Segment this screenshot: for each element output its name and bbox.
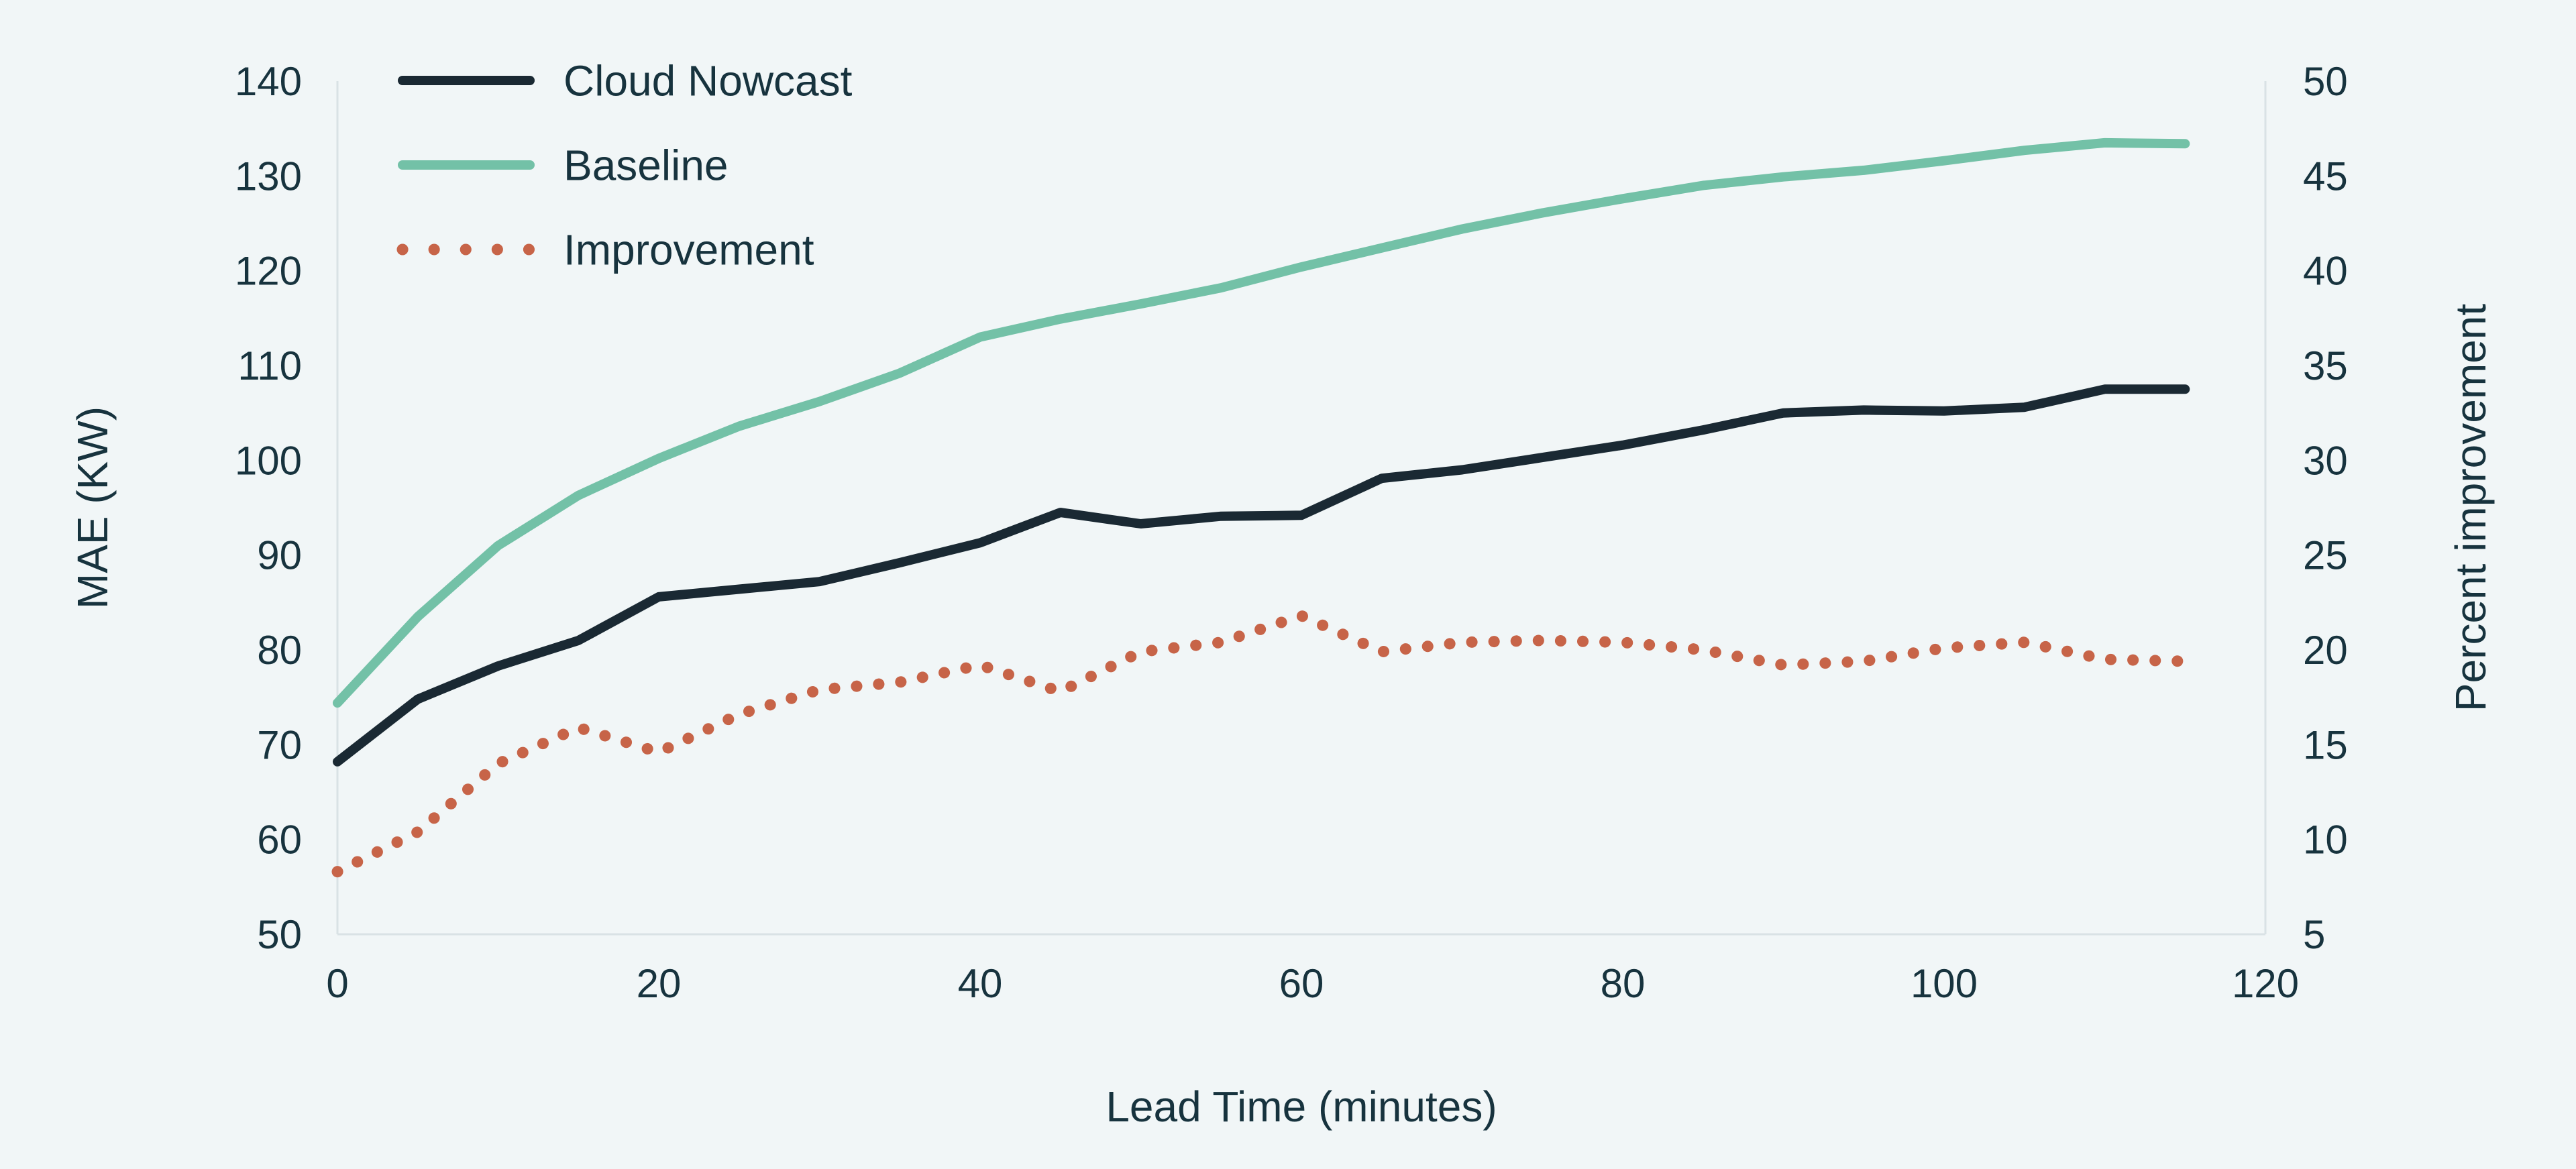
y-right-tick-label: 35 [2303, 343, 2348, 388]
y-right-tick-label: 40 [2303, 249, 2348, 294]
y-axis-left-title: MAE (KW) [68, 406, 117, 609]
series-line-improvement [331, 610, 2191, 878]
legend-label: Improvement [564, 225, 814, 274]
series-line-cloud-nowcast [333, 384, 2190, 767]
y-left-tick-label: 70 [257, 722, 302, 767]
y-left-tick-label: 140 [235, 59, 302, 104]
x-tick-label: 60 [1279, 961, 1324, 1006]
y-axis-right-ticks: 5 10 15 20 25 30 35 40 45 50 [2303, 59, 2348, 957]
y-right-tick-label: 15 [2303, 722, 2348, 767]
x-tick-label: 20 [637, 961, 682, 1006]
series-line-baseline [333, 137, 2190, 708]
legend-item-improvement[interactable]: Improvement [396, 225, 814, 274]
x-tick-label: 100 [1911, 961, 1978, 1006]
y-right-tick-label: 50 [2303, 59, 2348, 104]
x-tick-label: 40 [958, 961, 1003, 1006]
y-right-tick-label: 25 [2303, 533, 2348, 578]
x-tick-label: 0 [326, 961, 348, 1006]
y-left-tick-label: 50 [257, 912, 302, 957]
y-right-tick-label: 5 [2303, 912, 2325, 957]
y-right-tick-label: 30 [2303, 438, 2348, 483]
x-axis-title: Lead Time (minutes) [1106, 1082, 1497, 1131]
y-axis-left-ticks: 50 60 70 80 90 100 110 120 130 140 [235, 59, 302, 957]
y-axis-right-title: Percent improvement [2447, 304, 2495, 712]
x-tick-label: 120 [2232, 961, 2299, 1006]
y-right-tick-label: 20 [2303, 628, 2348, 673]
y-right-tick-label: 10 [2303, 818, 2348, 862]
y-left-tick-label: 130 [235, 154, 302, 199]
y-left-tick-label: 120 [235, 249, 302, 294]
series-lines [331, 137, 2191, 878]
y-left-tick-label: 60 [257, 818, 302, 862]
x-axis-ticks: 0 20 40 60 80 100 120 [326, 961, 2299, 1006]
y-left-tick-label: 80 [257, 628, 302, 673]
legend-item-cloud-nowcast[interactable]: Cloud Nowcast [398, 56, 853, 105]
legend-label: Baseline [564, 141, 729, 189]
y-right-tick-label: 45 [2303, 154, 2348, 199]
axes [336, 81, 2267, 936]
legend-item-baseline[interactable]: Baseline [398, 141, 729, 189]
legend-label: Cloud Nowcast [564, 56, 853, 105]
legend: Cloud Nowcast Baseline Improvement [396, 56, 853, 274]
x-tick-label: 80 [1601, 961, 1646, 1006]
y-left-tick-label: 100 [235, 438, 302, 483]
y-left-tick-label: 90 [257, 533, 302, 578]
y-left-tick-label: 110 [237, 343, 302, 388]
